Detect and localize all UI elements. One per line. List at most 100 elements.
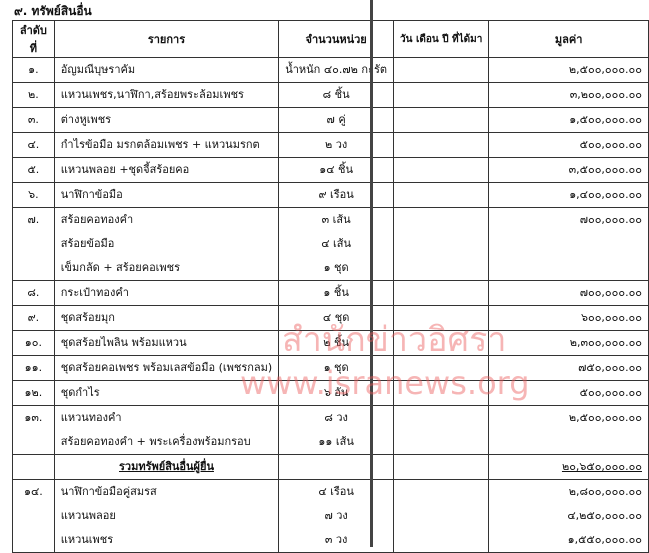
value-cell: ๒,๓๐๐,๐๐๐.๐๐ — [488, 330, 649, 356]
item-value: ๔,๒๕๐,๐๐๐.๐๐ — [567, 509, 642, 522]
header-qty: จำนวนหน่วย — [278, 20, 395, 58]
qty-cell: ๑ ชิ้น — [278, 280, 395, 306]
row-number: ๗. — [12, 207, 55, 281]
qty-cell: ๗ คู่ — [278, 107, 395, 133]
item-name: แหวนพลอย — [60, 509, 116, 522]
value-cell: ๕๐๐,๐๐๐.๐๐ — [488, 132, 649, 158]
item-cell: แหวนเพชร,นาฬิกา,สร้อยพระล้อมเพชร — [53, 82, 280, 108]
value-cell: ๕๐๐,๐๐๐.๐๐ — [488, 380, 649, 406]
table-row: ๔. กำไรข้อมือ มรกตล้อมเพชร + แหวนมรกต ๒ วง… — [12, 132, 649, 158]
qty-cell: น้ำหนัก ๔๐.๗๒ กะรัต — [278, 57, 395, 83]
date-cell — [393, 330, 490, 356]
item-name: กำไรข้อมือ มรกตล้อมเพชร + แหวนมรกต — [60, 138, 260, 151]
table-row: ๑๓. แหวนทองคำ สร้อยคอทองคำ + พระเครื่องพร้… — [12, 405, 649, 455]
total-blank — [12, 454, 55, 480]
item-name: เข็มกลัด + สร้อยคอเพชร — [60, 261, 181, 274]
item-name: สร้อยข้อมือ — [60, 237, 115, 250]
item-qty: ๖ อัน — [323, 386, 349, 399]
item-name: ต่างหูเพชร — [60, 113, 112, 126]
item-qty: ๗ คู่ — [326, 113, 346, 126]
item-qty: ๒ วง — [324, 138, 348, 151]
item-value: ๗๕๐,๐๐๐.๐๐ — [578, 361, 642, 374]
item-name: อัญมณีบุษราคัม — [60, 63, 136, 76]
table-row: ๑. อัญมณีบุษราคัม น้ำหนัก ๔๐.๗๒ กะรัต ๒,๕๐๐… — [12, 57, 649, 83]
item-name: แหวนทองคำ — [60, 411, 122, 424]
date-cell — [393, 57, 490, 83]
row-number: ๖. — [12, 182, 55, 208]
item-qty: น้ำหนัก ๔๐.๗๒ กะรัต — [285, 63, 388, 76]
item-value: ๕๐๐,๐๐๐.๐๐ — [579, 138, 642, 151]
date-cell — [393, 479, 490, 553]
qty-cell: ๑๔ ชิ้น — [278, 157, 395, 183]
item-cell: กระเป๋าทองคำ — [53, 280, 280, 306]
row-number: ๕. — [12, 157, 55, 183]
item-cell: ชุดสร้อยไพลิน พร้อมแหวน — [53, 330, 280, 356]
table-row: ๘. กระเป๋าทองคำ ๑ ชิ้น ๗๐๐,๐๐๐.๐๐ — [12, 280, 649, 306]
date-cell — [393, 305, 490, 331]
item-qty: ๒ ชิ้น — [323, 336, 349, 349]
item-value: ๖๐๐,๐๐๐.๐๐ — [581, 311, 642, 324]
row-number: ๑๓. — [12, 405, 55, 455]
item-value: ๗๐๐,๐๐๐.๐๐ — [579, 286, 642, 299]
item-cell: ชุดกำไร — [53, 380, 280, 406]
item-cell: ชุดสร้อยมุก — [53, 305, 280, 331]
header-no: ลำดับที่ — [12, 20, 55, 58]
item-value: ๓,๒๐๐,๐๐๐.๐๐ — [569, 88, 642, 101]
item-qty: ๗ วง — [324, 509, 348, 522]
date-cell — [393, 405, 490, 455]
qty-cell: ๔ ชุด — [278, 305, 395, 331]
value-cell: ๑,๕๐๐,๐๐๐.๐๐ — [488, 107, 649, 133]
qty-cell: ๓ เส้น๔ เส้น๑ ชุด — [278, 207, 395, 281]
item-cell: อัญมณีบุษราคัม — [53, 57, 280, 83]
value-cell: ๖๐๐,๐๐๐.๐๐ — [488, 305, 649, 331]
item-name: สร้อยคอทองคำ — [60, 213, 134, 226]
row-number: ๔. — [12, 132, 55, 158]
qty-cell: ๘ วง๑๑ เส้น — [278, 405, 395, 455]
total-value: ๒๐,๖๕๐,๐๐๐.๐๐ — [488, 454, 649, 480]
item-value: ๓,๕๐๐,๐๐๐.๐๐ — [568, 163, 642, 176]
item-qty: ๑๔ ชิ้น — [319, 163, 354, 176]
row-number: ๙. — [12, 305, 55, 331]
scan-fold-line — [370, 0, 373, 547]
table-row: ๑๔. นาฬิกาข้อมือคู่สมรส แหวนพลอย แหวนเพชร๔ … — [12, 479, 649, 553]
table-row: ๑๐. ชุดสร้อยไพลิน พร้อมแหวน ๒ ชิ้น ๒,๓๐๐,๐๐… — [12, 330, 649, 356]
item-value: ๒,๘๐๐,๐๐๐.๐๐ — [568, 485, 642, 498]
item-name: แหวนเพชร,นาฬิกา,สร้อยพระล้อมเพชร — [60, 88, 244, 101]
item-qty: ๔ เส้น — [321, 237, 352, 250]
item-qty: ๑ ชิ้น — [323, 286, 349, 299]
item-qty: ๓ วง — [324, 533, 348, 546]
item-qty: ๑๑ เส้น — [318, 435, 354, 448]
row-number: ๑. — [12, 57, 55, 83]
value-cell: ๗๕๐,๐๐๐.๐๐ — [488, 355, 649, 381]
item-value: ๒,๕๐๐,๐๐๐.๐๐ — [568, 411, 642, 424]
item-qty: ๘ วง — [324, 411, 348, 424]
table-row: ๒. แหวนเพชร,นาฬิกา,สร้อยพระล้อมเพชร ๘ ชิ้น… — [12, 82, 649, 108]
item-value: ๒,๓๐๐,๐๐๐.๐๐ — [569, 336, 642, 349]
row-number: ๑๐. — [12, 330, 55, 356]
table-row: ๑๒. ชุดกำไร ๖ อัน ๕๐๐,๐๐๐.๐๐ — [12, 380, 649, 406]
qty-cell: ๒ ชิ้น — [278, 330, 395, 356]
item-name: กระเป๋าทองคำ — [60, 286, 129, 299]
item-cell: แหวนพลอย +ชุดจี้สร้อยคอ — [53, 157, 280, 183]
date-cell — [393, 207, 490, 281]
item-name: นาฬิกาข้อมือ — [60, 188, 123, 201]
item-qty: ๔ ชุด — [322, 311, 350, 324]
total-value-text: ๒๐,๖๕๐,๐๐๐.๐๐ — [561, 460, 642, 473]
value-cell: ๗๐๐,๐๐๐.๐๐ — [488, 280, 649, 306]
item-cell: นาฬิกาข้อมือคู่สมรส แหวนพลอย แหวนเพชร — [53, 479, 280, 553]
table-row: ๑๑. ชุดสร้อยคอเพชร พร้อมเลสข้อมือ (เพชรกล… — [12, 355, 649, 381]
qty-cell: ๔ เรือน๗ วง๓ วง — [278, 479, 395, 553]
item-cell: กำไรข้อมือ มรกตล้อมเพชร + แหวนมรกต — [53, 132, 280, 158]
item-name: ชุดสร้อยมุก — [60, 311, 115, 324]
row-number: ๒. — [12, 82, 55, 108]
item-cell: แหวนทองคำ สร้อยคอทองคำ + พระเครื่องพร้อมก… — [53, 405, 280, 455]
item-name: แหวนพลอย +ชุดจี้สร้อยคอ — [60, 163, 190, 176]
item-name: ชุดกำไร — [60, 386, 100, 399]
item-qty: ๓ เส้น — [321, 213, 351, 226]
date-cell — [393, 82, 490, 108]
qty-cell: ๒ วง — [278, 132, 395, 158]
item-value: ๗๐๐,๐๐๐.๐๐ — [579, 213, 642, 226]
row-number: ๑๔. — [12, 479, 55, 553]
section-title: ๙. ทรัพย์สินอื่น — [14, 4, 92, 18]
other-assets-table: ลำดับที่ รายการ จำนวนหน่วย วัน เดือน ปี … — [12, 20, 649, 553]
